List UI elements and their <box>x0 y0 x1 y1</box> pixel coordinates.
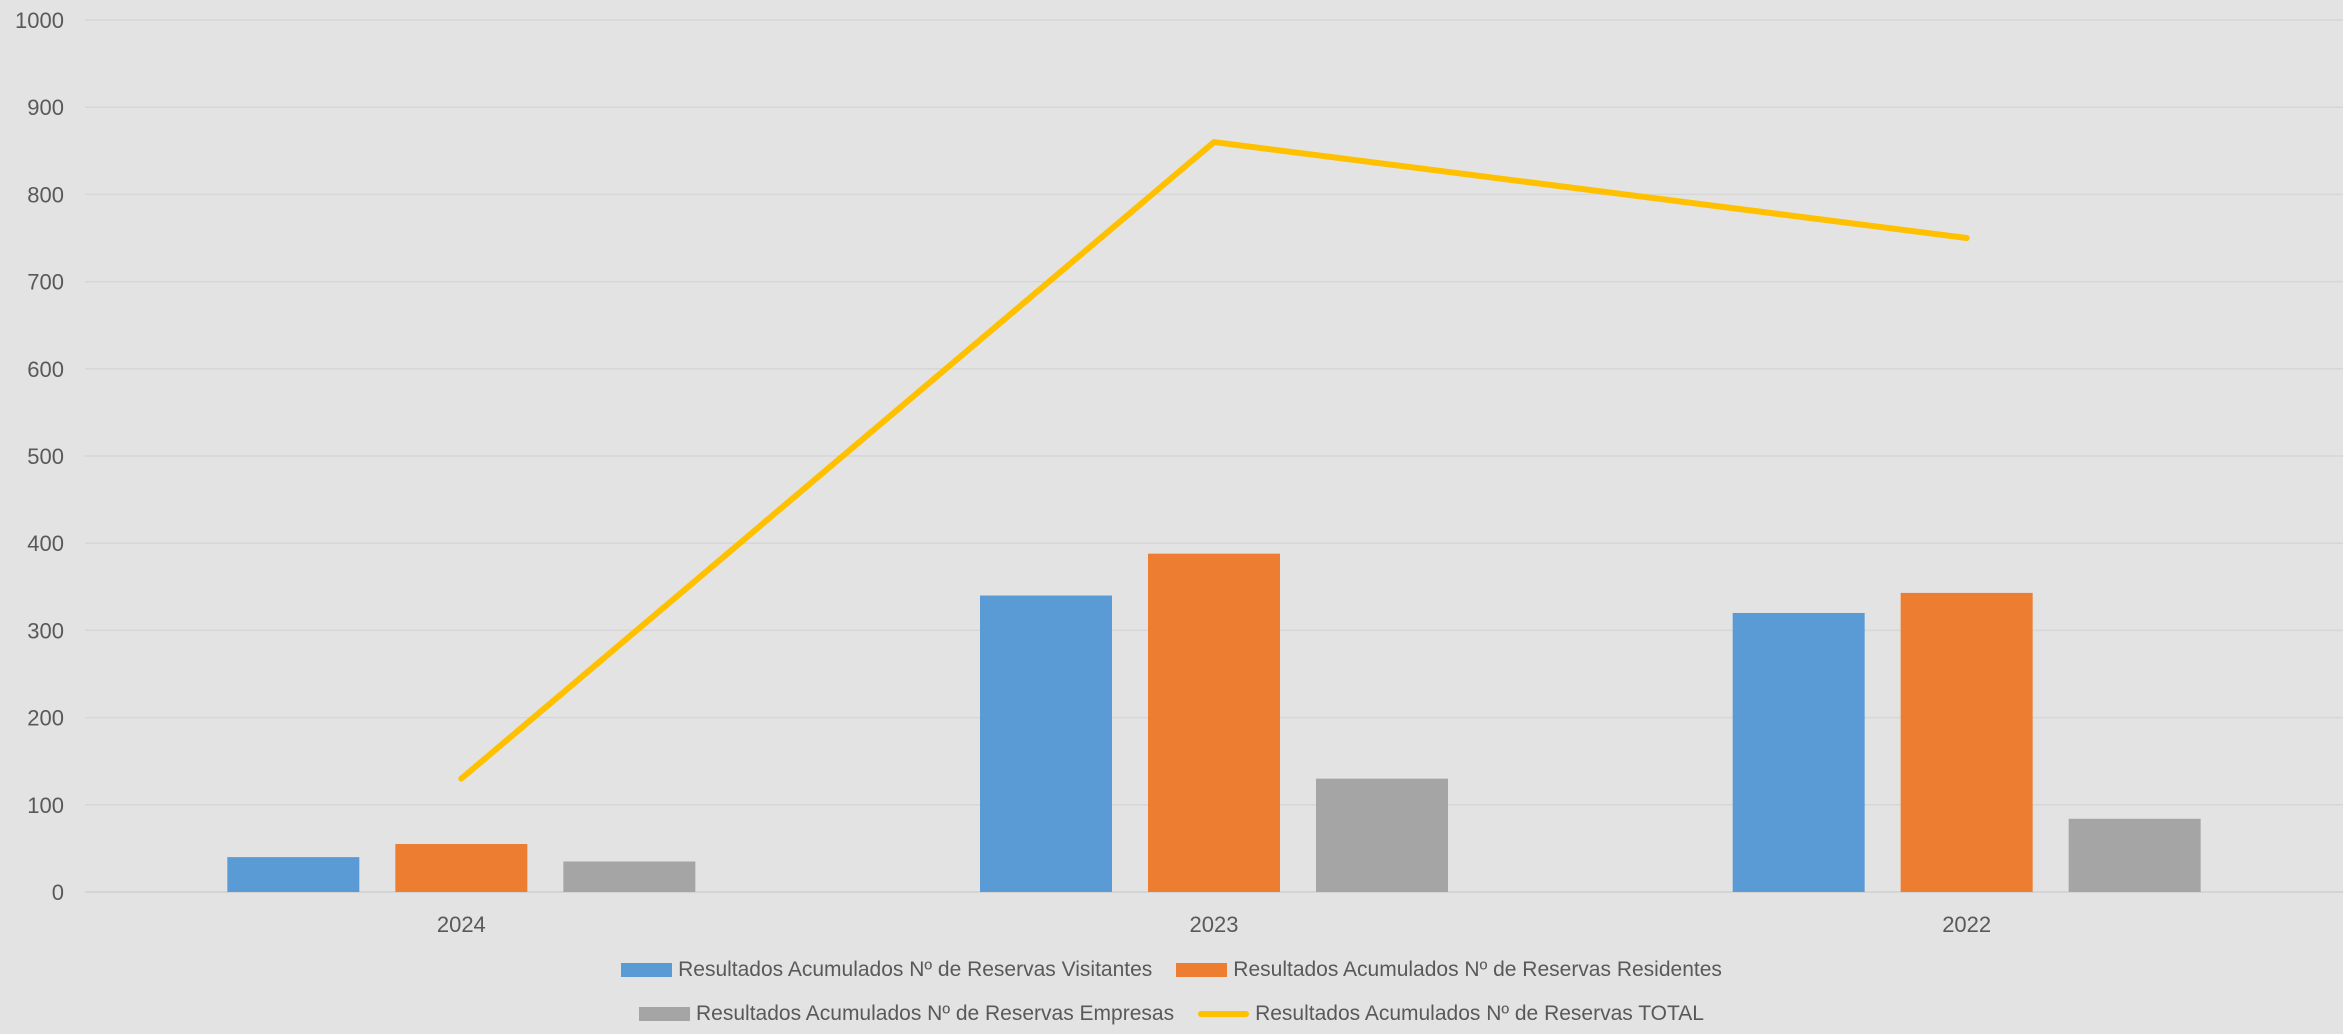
y-tick-label-500: 500 <box>27 444 64 469</box>
legend-label-visitantes: Resultados Acumulados Nº de Reservas Vis… <box>678 958 1153 981</box>
x-tick-label-2022: 2022 <box>1942 912 1991 937</box>
legend-label-total: Resultados Acumulados Nº de Reservas TOT… <box>1255 1002 1704 1025</box>
bar-residentes-2024 <box>395 844 528 892</box>
x-tick-label-2023: 2023 <box>1190 912 1239 937</box>
legend-swatch-empresas <box>639 1007 691 1021</box>
bar-empresas-2024 <box>563 861 696 892</box>
bar-empresas-2023 <box>1316 778 1448 892</box>
legend-label-empresas: Resultados Acumulados Nº de Reservas Emp… <box>696 1002 1175 1025</box>
y-tick-label-600: 600 <box>27 357 64 382</box>
y-tick-label-900: 900 <box>27 95 64 120</box>
x-tick-label-2024: 2024 <box>437 912 486 937</box>
chart-plot: 0 100 200 300 400 500 600 700 800 900 1000 2024 2023… <box>15 8 2343 937</box>
legend-swatch-total <box>1198 1011 1250 1017</box>
y-tick-label-200: 200 <box>27 706 64 731</box>
legend-item-total: Resultados Acumulados Nº de Reservas TOT… <box>1198 1000 1704 1028</box>
y-tick-label-1000: 1000 <box>15 8 64 33</box>
legend-item-residentes: Resultados Acumulados Nº de Reservas Res… <box>1176 956 1722 984</box>
legend-item-empresas: Resultados Acumulados Nº de Reservas Emp… <box>639 1000 1174 1028</box>
bar-residentes-2022 <box>1900 592 2033 892</box>
legend-swatch-residentes <box>1176 963 1228 977</box>
legend-label-residentes: Resultados Acumulados Nº de Reservas Res… <box>1233 958 1722 981</box>
y-tick-label-400: 400 <box>27 531 64 556</box>
legend-swatch-visitantes <box>621 963 673 977</box>
y-tick-label-300: 300 <box>27 618 64 643</box>
y-tick-label-700: 700 <box>27 270 64 295</box>
bar-visitantes-2024 <box>227 857 360 892</box>
legend-item-visitantes: Resultados Acumulados Nº de Reservas Vis… <box>621 956 1152 984</box>
y-tick-label-0: 0 <box>52 880 64 905</box>
legend-row-1: Resultados Acumulados Nº de Reservas Vis… <box>621 956 1722 984</box>
legend: Resultados Acumulados Nº de Reservas Vis… <box>0 956 2343 1028</box>
y-tick-label-800: 800 <box>27 182 64 207</box>
legend-row-2: Resultados Acumulados Nº de Reservas Emp… <box>639 1000 1704 1028</box>
bar-empresas-2022 <box>2068 818 2201 892</box>
bar-residentes-2023 <box>1148 553 1280 892</box>
y-tick-label-100: 100 <box>27 793 64 818</box>
bar-visitantes-2023 <box>980 595 1112 892</box>
bar-visitantes-2022 <box>1732 612 1865 892</box>
